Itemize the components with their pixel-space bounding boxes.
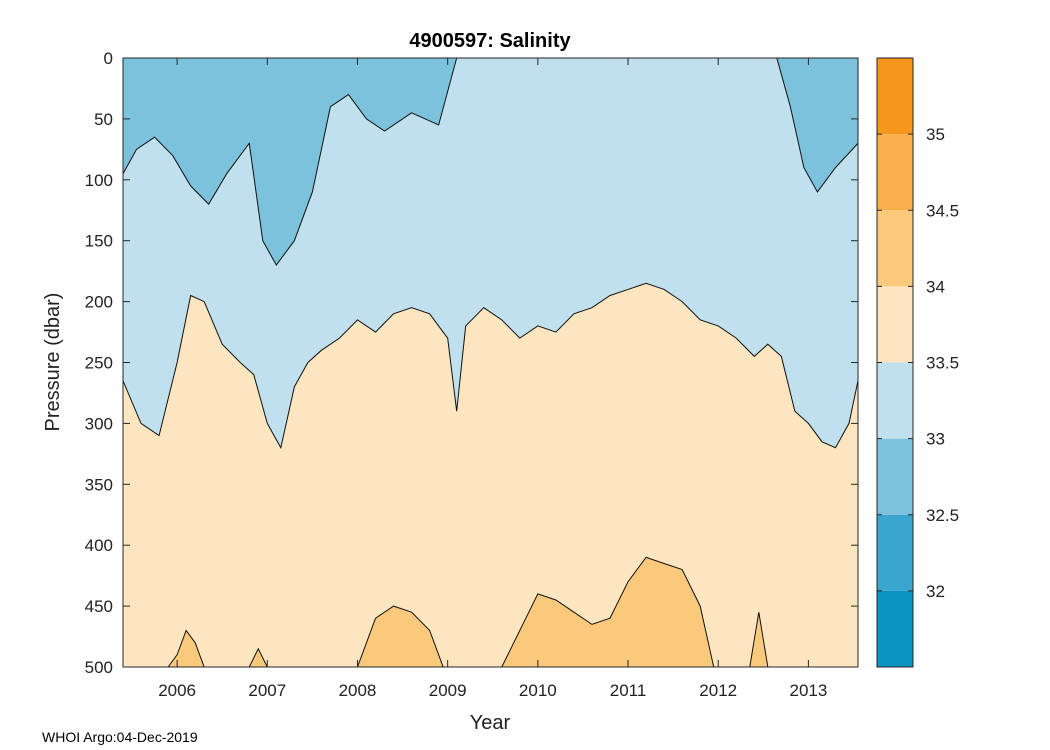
colorbar-band	[877, 514, 913, 591]
colorbar-tick-label: 32.5	[926, 506, 959, 525]
salinity-band-34-34.5-patches	[167, 556, 769, 667]
x-tick-label: 2011	[610, 681, 647, 700]
salinity-patch-0	[167, 629, 205, 667]
x-axis-ticks: 2006 2007 2008 2009 2010 2011 2012 2013	[158, 58, 827, 700]
colorbar-tick-label: 35	[926, 125, 945, 144]
colorbar-tick-label: 33.5	[926, 354, 959, 373]
colorbar-tick-label: 34.5	[926, 201, 959, 220]
colorbar-band	[877, 210, 913, 287]
colorbar-bands	[877, 58, 913, 667]
y-axis-label: Pressure (dbar)	[42, 293, 64, 432]
y-tick-label: 250	[85, 354, 113, 373]
x-tick-label: 2012	[699, 681, 737, 700]
y-tick-label: 450	[85, 597, 113, 616]
colorbar-band	[877, 590, 913, 667]
salinity-patch-2	[356, 605, 444, 667]
y-tick-label: 150	[85, 232, 113, 251]
plot-area	[123, 58, 858, 667]
y-tick-label: 100	[85, 171, 113, 190]
colorbar-band	[877, 286, 913, 363]
salinity-patch-3	[501, 556, 715, 667]
y-tick-label: 200	[85, 293, 113, 312]
x-tick-label: 2008	[339, 681, 377, 700]
y-tick-label: 350	[85, 475, 113, 494]
x-tick-label: 2013	[789, 681, 827, 700]
salinity-band-32.5-33	[123, 58, 858, 266]
colorbar-ticks: 32 32.5 33 33.5 34 34.5 35	[877, 125, 959, 601]
y-tick-label: 400	[85, 536, 113, 555]
salinity-patch-4	[749, 612, 769, 667]
x-tick-label: 2010	[519, 681, 557, 700]
x-axis-label: Year	[470, 712, 511, 734]
colorbar-tick-label: 33	[926, 430, 945, 449]
x-tick-label: 2006	[158, 681, 196, 700]
colorbar: 32 32.5 33 33.5 34 34.5 35	[876, 57, 959, 668]
chart-title: 4900597: Salinity	[409, 30, 571, 52]
colorbar-band	[877, 438, 913, 515]
colorbar-tick-label: 32	[926, 582, 945, 601]
y-tick-label: 500	[85, 658, 113, 677]
y-tick-label: 50	[94, 110, 113, 129]
colorbar-band	[877, 362, 913, 439]
colorbar-band	[877, 58, 913, 135]
colorbar-tick-label: 34	[926, 277, 945, 296]
colorbar-band	[877, 134, 913, 211]
footer-credit: WHOI Argo:04-Dec-2019	[42, 729, 198, 745]
salinity-patch-1	[248, 647, 268, 667]
y-axis-ticks: 0 50 100 150 200 250 300 350 400 450 500	[85, 49, 858, 677]
y-tick-label: 0	[104, 49, 113, 68]
x-tick-label: 2007	[248, 681, 286, 700]
x-tick-label: 2009	[429, 681, 467, 700]
y-tick-label: 300	[85, 414, 113, 433]
